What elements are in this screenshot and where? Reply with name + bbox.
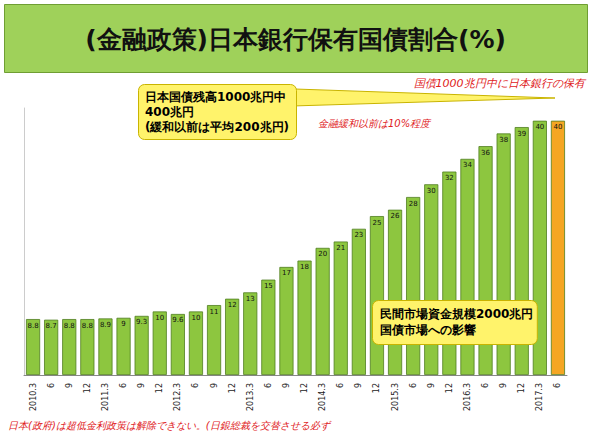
- svg-text:28: 28: [409, 200, 418, 208]
- svg-text:12: 12: [155, 383, 164, 393]
- svg-text:日本(政府)は超低金利政策は解除できない。(日銀総裁を交替さ: 日本(政府)は超低金利政策は解除できない。(日銀総裁を交替させる必ず: [8, 420, 332, 432]
- svg-text:2010.3: 2010.3: [29, 383, 38, 411]
- svg-text:9: 9: [65, 383, 74, 388]
- svg-text:17: 17: [282, 269, 291, 277]
- svg-text:(金融政策)日本銀行保有国債割合(%): (金融政策)日本銀行保有国債割合(%): [85, 25, 506, 54]
- svg-text:6: 6: [336, 383, 345, 388]
- svg-text:12: 12: [445, 383, 454, 393]
- svg-text:6: 6: [409, 383, 418, 388]
- svg-text:9: 9: [210, 383, 219, 388]
- svg-text:12: 12: [83, 383, 92, 393]
- svg-text:32: 32: [445, 174, 454, 182]
- svg-text:2015.3: 2015.3: [391, 383, 400, 411]
- svg-text:12: 12: [517, 383, 526, 393]
- svg-text:25: 25: [372, 219, 381, 227]
- svg-text:6: 6: [191, 383, 200, 388]
- svg-text:18: 18: [300, 263, 309, 271]
- svg-text:2012.3: 2012.3: [173, 383, 182, 411]
- svg-text:9: 9: [282, 383, 291, 388]
- svg-text:(緩和以前は平均200兆円): (緩和以前は平均200兆円): [145, 120, 289, 134]
- svg-text:2016.3: 2016.3: [463, 383, 472, 411]
- svg-text:26: 26: [391, 212, 400, 220]
- svg-text:9.3: 9.3: [136, 318, 147, 326]
- svg-text:8.7: 8.7: [46, 322, 57, 330]
- svg-text:10: 10: [191, 314, 200, 322]
- svg-text:21: 21: [336, 244, 345, 252]
- svg-text:15: 15: [264, 282, 273, 290]
- svg-text:36: 36: [481, 149, 490, 157]
- svg-text:400兆円: 400兆円: [145, 105, 194, 119]
- svg-text:12: 12: [228, 301, 237, 309]
- svg-text:日本国債残高1000兆円中: 日本国債残高1000兆円中: [145, 90, 286, 104]
- svg-text:39: 39: [517, 130, 526, 138]
- svg-text:国債1000兆円中に日本銀行の保有: 国債1000兆円中に日本銀行の保有: [414, 77, 587, 90]
- svg-text:8.8: 8.8: [64, 322, 75, 330]
- svg-text:23: 23: [354, 231, 363, 239]
- svg-text:6: 6: [264, 383, 273, 388]
- svg-text:34: 34: [463, 161, 472, 169]
- svg-text:2011.3: 2011.3: [101, 383, 110, 411]
- svg-text:2013.3: 2013.3: [246, 383, 255, 411]
- svg-text:9: 9: [137, 383, 146, 388]
- svg-text:38: 38: [499, 136, 508, 144]
- svg-text:9: 9: [499, 383, 508, 388]
- svg-text:12: 12: [372, 383, 381, 393]
- svg-text:民間市場資金規模2000兆円: 民間市場資金規模2000兆円: [380, 307, 533, 321]
- svg-text:6: 6: [481, 383, 490, 388]
- svg-text:12: 12: [228, 383, 237, 393]
- svg-text:40: 40: [553, 123, 562, 131]
- svg-text:40: 40: [535, 123, 544, 131]
- svg-text:8.9: 8.9: [100, 321, 111, 329]
- svg-text:6: 6: [553, 383, 562, 388]
- svg-text:20: 20: [318, 250, 327, 258]
- svg-text:6: 6: [47, 383, 56, 388]
- svg-text:9: 9: [354, 383, 363, 388]
- svg-text:8.8: 8.8: [27, 322, 38, 330]
- svg-text:9: 9: [121, 320, 125, 328]
- svg-text:2017.3: 2017.3: [535, 383, 544, 411]
- svg-text:30: 30: [427, 187, 436, 195]
- svg-text:11: 11: [210, 308, 219, 316]
- svg-text:金融緩和以前は10%程度: 金融緩和以前は10%程度: [318, 118, 432, 129]
- svg-text:12: 12: [300, 383, 309, 393]
- svg-text:6: 6: [119, 383, 128, 388]
- svg-text:2014.3: 2014.3: [318, 383, 327, 411]
- svg-text:9: 9: [427, 383, 436, 388]
- svg-text:13: 13: [246, 295, 255, 303]
- svg-text:9.6: 9.6: [172, 316, 184, 324]
- svg-text:国債市場への影響: 国債市場への影響: [380, 323, 476, 337]
- svg-text:10: 10: [155, 314, 164, 322]
- svg-text:8.8: 8.8: [82, 322, 93, 330]
